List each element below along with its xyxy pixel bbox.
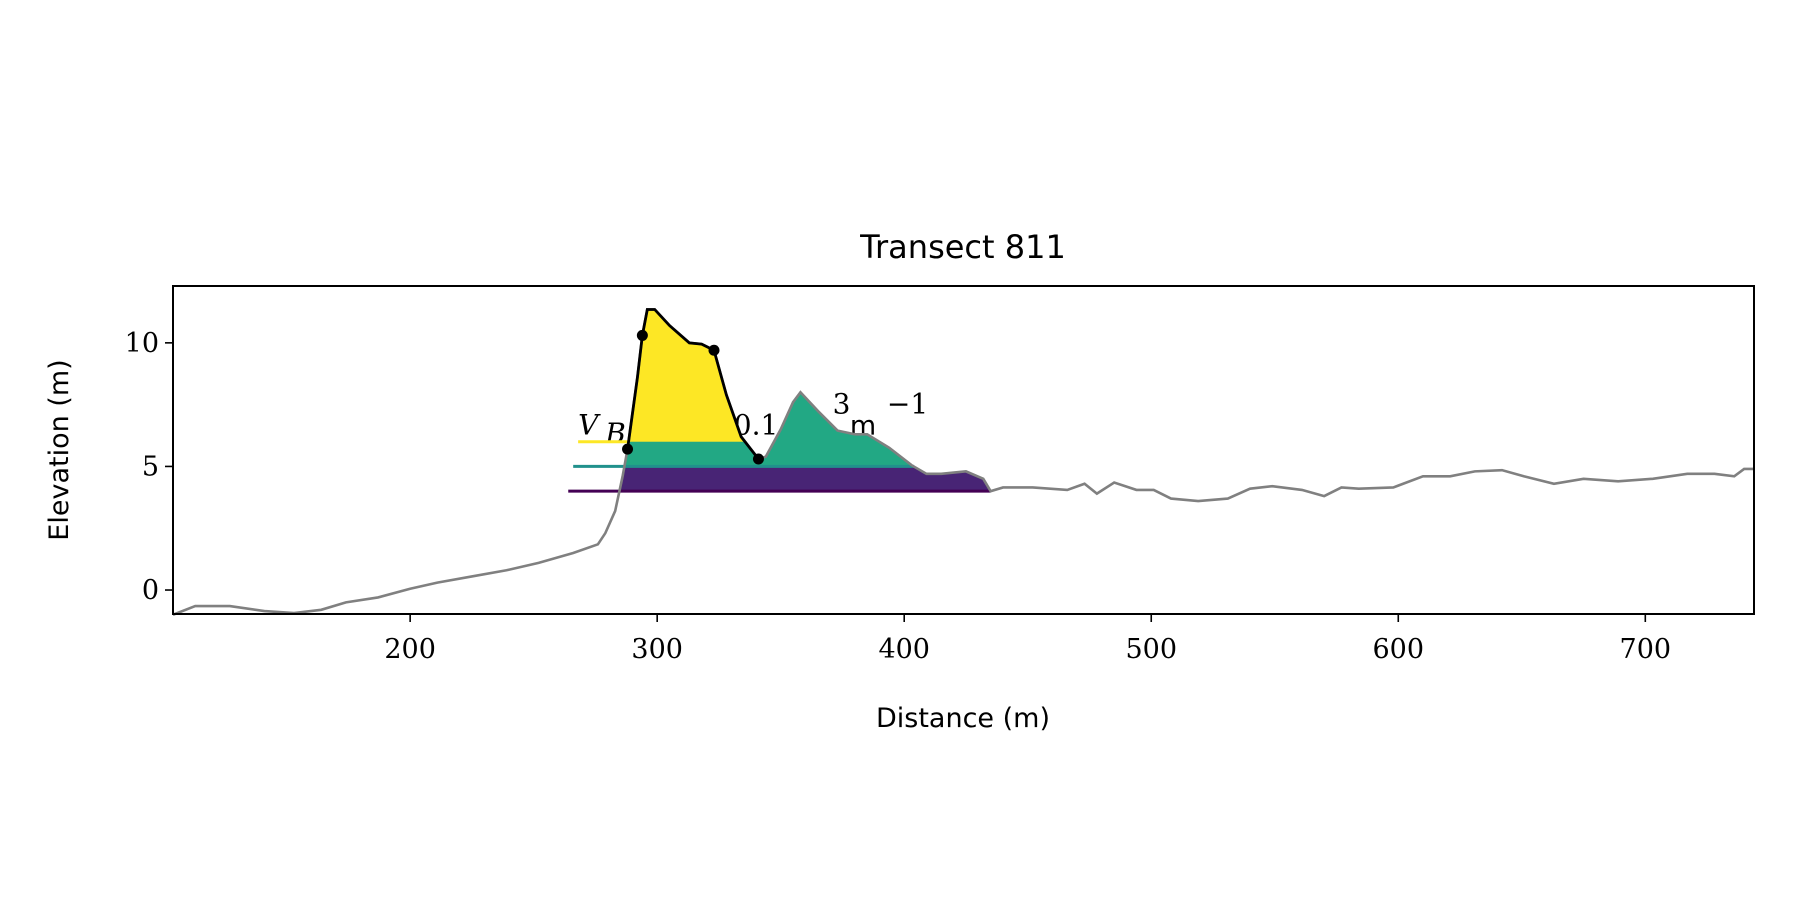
- dune-point: [708, 344, 720, 356]
- x-tick-label: 400: [878, 634, 930, 665]
- y-tick-label: 5: [142, 451, 159, 482]
- fill-level-low: [615, 466, 994, 492]
- annotation-v: V: [578, 408, 601, 441]
- x-tick-label: 300: [631, 634, 683, 665]
- plot-frame: [172, 285, 1755, 615]
- annotation-sup-minus1: −1: [887, 387, 928, 420]
- y-tick-label: 0: [142, 575, 159, 606]
- dune-point: [622, 443, 634, 455]
- x-axis-label: Distance (m): [876, 703, 1050, 734]
- dune-point: [752, 453, 764, 465]
- chart-title: Transect 811: [859, 228, 1066, 266]
- x-tick-label: 600: [1373, 634, 1425, 665]
- annotation-sub: B: [604, 417, 626, 450]
- annotation-sup3: 3: [833, 387, 851, 420]
- y-axis-label: Elevation (m): [44, 359, 75, 540]
- profile-line: [172, 308, 1754, 616]
- x-tick-label: 500: [1125, 634, 1177, 665]
- volume-annotation: V B 0.1 3 m −1: [578, 387, 928, 450]
- dune-point: [636, 329, 648, 341]
- x-tick-label: 700: [1620, 634, 1672, 665]
- dune-outline: [626, 308, 760, 460]
- x-tick-label: 200: [384, 634, 436, 665]
- y-tick-label: 10: [125, 328, 159, 359]
